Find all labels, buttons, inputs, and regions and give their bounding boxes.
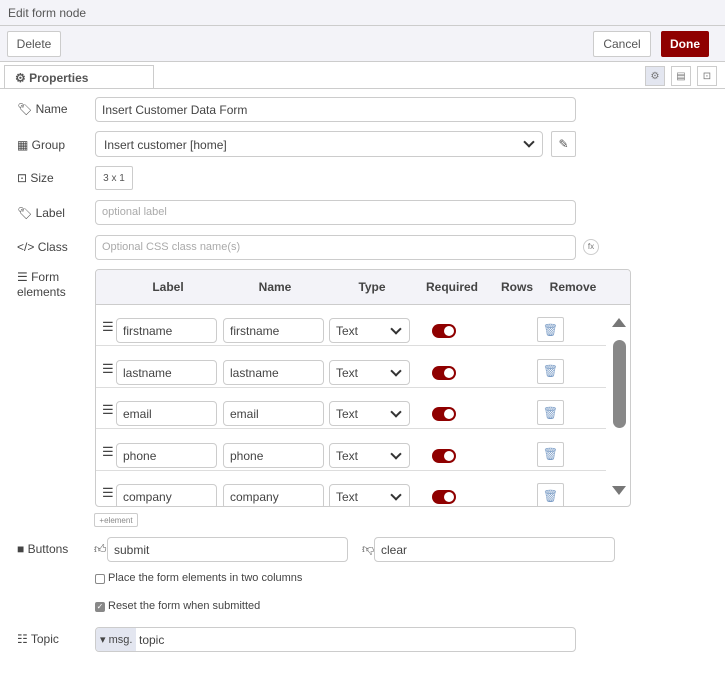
- row-label-input[interactable]: firstname: [116, 318, 217, 343]
- delete-button[interactable]: Delete: [7, 31, 61, 57]
- toolbar: Delete Cancel Done: [0, 26, 725, 62]
- tab-properties[interactable]: ⚙ Properties: [4, 65, 154, 89]
- row-name-input[interactable]: phone: [223, 442, 324, 468]
- trash-icon: 🗑︎: [542, 447, 559, 461]
- trash-icon: 🗑︎: [542, 488, 559, 503]
- topic-input[interactable]: ▾ msg. topic: [95, 627, 576, 652]
- header-name: Name: [258, 280, 292, 294]
- header-remove: Remove: [549, 280, 597, 294]
- remove-row-button[interactable]: 🗑︎: [537, 441, 564, 467]
- row-type-select[interactable]: Text: [329, 484, 410, 506]
- description-icon[interactable]: ▤: [671, 66, 691, 86]
- submit-button-input[interactable]: submit: [107, 537, 348, 562]
- required-toggle[interactable]: [432, 324, 456, 338]
- divider: [0, 88, 725, 89]
- reset-label: Reset the form when submitted: [108, 600, 261, 612]
- scrollbar-thumb[interactable]: [613, 340, 626, 428]
- row-name-input[interactable]: firstname: [223, 318, 324, 343]
- required-toggle[interactable]: [432, 407, 456, 421]
- topic-value: topic: [139, 633, 165, 647]
- header-rows: Rows: [500, 280, 534, 294]
- row-name-input[interactable]: company: [223, 484, 324, 506]
- size-label: ⊡ Size: [17, 171, 54, 185]
- label-input[interactable]: optional label: [95, 200, 576, 225]
- thumbs-down-icon: 👎︎: [362, 542, 375, 556]
- clear-button-input[interactable]: clear: [374, 537, 615, 562]
- remove-row-button[interactable]: 🗑︎: [537, 483, 564, 506]
- type-selector[interactable]: ▾ msg.: [96, 628, 136, 651]
- class-input[interactable]: Optional CSS class name(s): [95, 235, 576, 260]
- cancel-button[interactable]: Cancel: [593, 31, 651, 57]
- row-type-select[interactable]: Text: [329, 442, 410, 468]
- header-required: Required: [425, 280, 479, 294]
- scroll-down-arrow[interactable]: [612, 486, 626, 495]
- name-label: 🏷 Name: [17, 102, 68, 116]
- tab-label: Properties: [29, 71, 89, 85]
- topic-label: ☷ Topic: [17, 632, 59, 646]
- trash-icon: 🗑︎: [542, 364, 559, 378]
- buttons-label: ■ Buttons: [17, 542, 69, 556]
- required-toggle[interactable]: [432, 365, 456, 380]
- group-select[interactable]: Insert customer [home]: [95, 131, 543, 157]
- table-header: Label Name Type Required Rows Remove: [96, 270, 630, 305]
- thumbs-up-icon: 👍︎: [94, 542, 107, 556]
- form-elements-label: ☰ Form elements: [17, 270, 66, 299]
- scroll-up-arrow[interactable]: [612, 318, 626, 327]
- header-type: Type: [358, 280, 386, 294]
- required-toggle[interactable]: [432, 448, 456, 463]
- group-label: ▦ Group: [17, 138, 66, 152]
- trash-icon: 🗑︎: [542, 322, 559, 337]
- reset-checkbox[interactable]: ✓: [95, 602, 105, 612]
- drag-handle-icon[interactable]: ☰: [102, 485, 114, 500]
- pencil-icon: ✎: [558, 137, 569, 151]
- row-name-input[interactable]: email: [223, 401, 324, 426]
- size-button[interactable]: 3 x 1: [95, 166, 133, 190]
- row-type-select[interactable]: Text: [329, 401, 410, 426]
- appearance-icon[interactable]: ⊡: [697, 66, 717, 86]
- remove-row-button[interactable]: 🗑︎: [537, 358, 564, 384]
- add-element-button[interactable]: + element: [94, 513, 138, 527]
- trash-icon: 🗑︎: [542, 405, 559, 420]
- row-label-input[interactable]: company: [116, 484, 217, 506]
- table-row: ☰ firstname firstname Text 🗑︎: [96, 305, 606, 346]
- row-type-select[interactable]: Text: [329, 359, 410, 385]
- two-columns-label: Place the form elements in two columns: [108, 572, 303, 584]
- row-label-input[interactable]: email: [116, 401, 217, 426]
- gear-icon: ⚙: [15, 71, 26, 85]
- table-row: ☰ email email Text 🗑︎: [96, 388, 606, 429]
- remove-row-button[interactable]: 🗑︎: [537, 400, 564, 425]
- expression-icon[interactable]: fx: [583, 239, 599, 255]
- label-label: 🏷 Label: [17, 206, 65, 220]
- drag-handle-icon[interactable]: ☰: [102, 319, 114, 334]
- row-name-input[interactable]: lastname: [223, 359, 324, 385]
- properties-gear-icon[interactable]: ⚙: [645, 66, 665, 86]
- name-input[interactable]: Insert Customer Data Form: [95, 97, 576, 122]
- table-row: ☰ phone phone Text 🗑︎: [96, 430, 606, 471]
- header-label: Label: [152, 280, 184, 294]
- done-button[interactable]: Done: [661, 31, 709, 57]
- required-toggle[interactable]: [432, 490, 456, 504]
- row-label-input[interactable]: phone: [116, 442, 217, 468]
- remove-row-button[interactable]: 🗑︎: [537, 317, 564, 342]
- table-row: ☰ company company Text 🗑︎: [96, 471, 606, 506]
- drag-handle-icon[interactable]: ☰: [102, 443, 114, 459]
- two-columns-checkbox[interactable]: [95, 574, 105, 584]
- form-elements-table: Label Name Type Required Rows Remove ☰ f…: [95, 269, 631, 507]
- drag-handle-icon[interactable]: ☰: [102, 402, 114, 417]
- edit-group-button[interactable]: ✎: [551, 131, 576, 157]
- row-label-input[interactable]: lastname: [116, 359, 217, 385]
- class-label: </> Class: [17, 240, 68, 254]
- dialog-title: Edit form node: [0, 0, 725, 26]
- table-row: ☰ lastname lastname Text 🗑︎: [96, 347, 606, 388]
- row-type-select[interactable]: Text: [329, 318, 410, 343]
- drag-handle-icon[interactable]: ☰: [102, 360, 114, 376]
